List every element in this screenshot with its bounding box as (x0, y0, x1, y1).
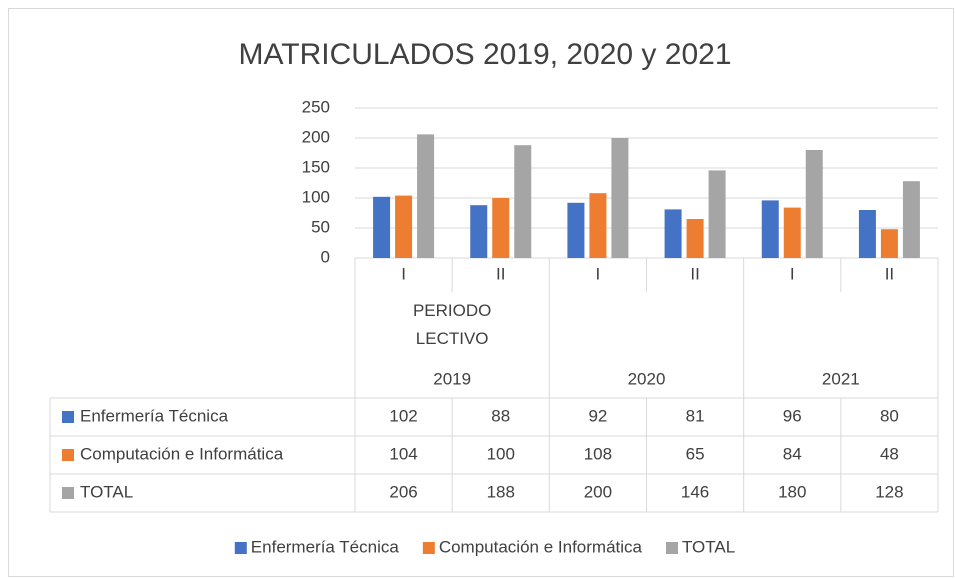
table-cell: 65 (686, 444, 705, 463)
table-cell: 128 (875, 482, 903, 501)
table-row-label: TOTAL (80, 482, 133, 501)
y-tick-label: 200 (302, 127, 330, 146)
table-legend-key (62, 449, 74, 461)
bar (880, 229, 898, 258)
table-cell: 206 (389, 482, 417, 501)
chart-title: MATRICULADOS 2019, 2020 y 2021 (238, 38, 731, 71)
bar (664, 209, 682, 258)
table-cell: 104 (389, 444, 417, 463)
bar (783, 207, 801, 258)
bar (805, 150, 823, 258)
table-row-label: Enfermería Técnica (80, 406, 229, 425)
legend-label: TOTAL (682, 537, 735, 556)
table-cell: 108 (584, 444, 612, 463)
y-tick-label: 250 (302, 97, 330, 116)
chart-frame (8, 8, 954, 577)
x-axis-title: PERIODO LECTIVO (413, 301, 491, 348)
table-cell: 200 (584, 482, 612, 501)
y-tick-label: 150 (302, 157, 330, 176)
legend-key (422, 542, 435, 554)
group-label: 2020 (628, 369, 666, 388)
bar (708, 170, 726, 258)
y-tick-label: 50 (311, 217, 330, 236)
group-label: 2019 (433, 369, 471, 388)
bar (417, 134, 435, 258)
table-cell: 96 (783, 406, 802, 425)
bar (492, 198, 510, 258)
x-tick-label: I (401, 264, 406, 283)
table-cell: 92 (588, 406, 607, 425)
x-tick-label: II (496, 264, 505, 283)
bar (373, 196, 391, 258)
table-cell: 84 (783, 444, 802, 463)
y-tick-label: 0 (321, 247, 330, 266)
x-tick-label: II (690, 264, 699, 283)
legend-label: Computación e Informática (439, 537, 643, 556)
table-row-label: Computación e Informática (80, 444, 284, 463)
table-cell: 146 (681, 482, 709, 501)
table-cell: 180 (778, 482, 806, 501)
table-cell: 80 (880, 406, 899, 425)
table-legend-key (62, 411, 74, 423)
bar (395, 195, 413, 258)
bar (514, 145, 532, 258)
bar (761, 200, 779, 258)
bar (858, 210, 876, 258)
legend-key (665, 542, 678, 554)
x-tick-label: I (596, 264, 601, 283)
table-cell: 81 (686, 406, 705, 425)
bar (902, 181, 920, 258)
table-legend-key (62, 487, 74, 499)
table-cell: 102 (389, 406, 417, 425)
table-cell: 188 (487, 482, 515, 501)
bar (470, 205, 488, 258)
y-tick-label: 100 (302, 187, 330, 206)
x-tick-label: I (790, 264, 795, 283)
bar (686, 219, 704, 258)
bar (611, 138, 629, 258)
bar (589, 193, 607, 258)
group-label: 2021 (822, 369, 860, 388)
table-cell: 48 (880, 444, 899, 463)
table-cell: 88 (491, 406, 510, 425)
legend-label: Enfermería Técnica (251, 537, 400, 556)
bar (567, 202, 585, 258)
x-tick-label: II (885, 264, 894, 283)
legend-key (234, 542, 247, 554)
table-cell: 100 (487, 444, 515, 463)
